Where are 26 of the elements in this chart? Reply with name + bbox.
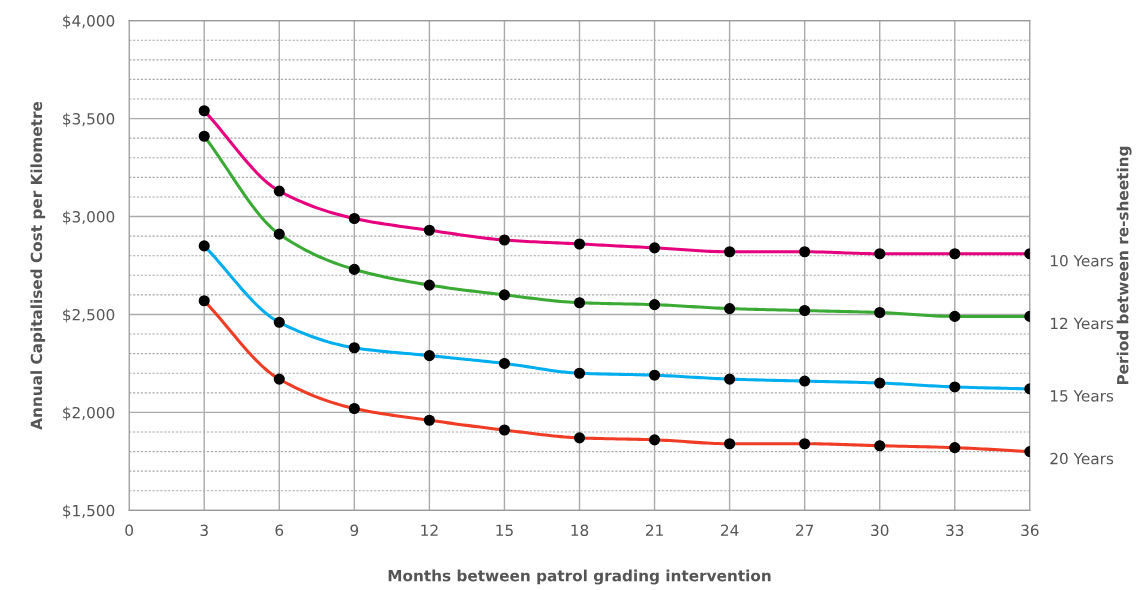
y-tick-label: $1,500	[63, 504, 115, 519]
x-tick-label: 18	[571, 524, 589, 537]
x-tick-label: 3	[200, 524, 208, 537]
x-tick-label: 21	[645, 524, 663, 536]
series-label: 15 Years	[1050, 390, 1114, 402]
x-tick-label: 27	[796, 524, 814, 536]
y-tick-label: $3,000	[63, 210, 115, 225]
series-label: 20 Years	[1050, 452, 1114, 465]
series-label: 12 Years	[1050, 317, 1114, 330]
x-axis-title: Months between patrol grading intervention	[388, 569, 771, 585]
x-tick-label: 15	[496, 524, 513, 537]
x-tick-label: 0	[125, 524, 133, 537]
y-tick-label: $2,000	[63, 406, 115, 421]
x-tick-label: 30	[871, 524, 889, 537]
x-tick-label: 12	[421, 524, 438, 536]
x-tick-label: 36	[1021, 524, 1039, 537]
x-tick-label: 24	[721, 524, 739, 536]
text: Period between re-sheeting	[1116, 146, 1132, 385]
x-tick-label: 6	[275, 524, 284, 537]
x-tick-label: 9	[350, 524, 359, 537]
y-tick-label: $4,000	[63, 14, 115, 29]
series-label: 10 Years	[1050, 254, 1114, 267]
y-axis-title: Annual Capitalised Cost per Kilometre	[30, 101, 46, 430]
y-tick-label: $3,500	[63, 112, 115, 127]
x-tick-label: 33	[946, 524, 964, 537]
y-tick-label: $2,500	[63, 308, 115, 323]
